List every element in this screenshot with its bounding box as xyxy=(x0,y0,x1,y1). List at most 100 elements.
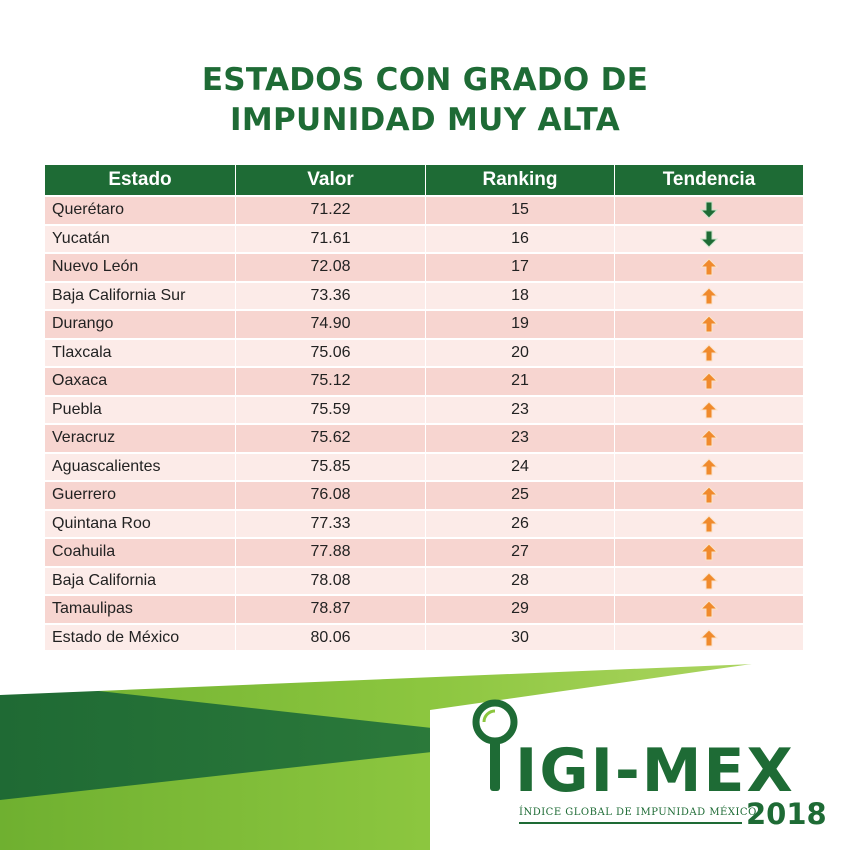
cell-tendencia xyxy=(614,508,803,537)
table-row: Quintana Roo 77.33 26 xyxy=(45,508,803,537)
cell-tendencia xyxy=(614,195,803,224)
cell-estado: Puebla xyxy=(45,394,235,423)
impunity-table: Estado Valor Ranking Tendencia Querétaro… xyxy=(45,165,803,651)
cell-estado: Estado de México xyxy=(45,622,235,651)
logo-divider xyxy=(519,822,742,824)
cell-ranking: 16 xyxy=(425,223,614,252)
cell-valor: 71.61 xyxy=(235,223,425,252)
cell-estado: Querétaro xyxy=(45,195,235,224)
cell-ranking: 19 xyxy=(425,309,614,338)
cell-ranking: 21 xyxy=(425,366,614,395)
table-row: Guerrero 76.08 25 xyxy=(45,480,803,509)
arrow-up-icon xyxy=(699,600,719,618)
cell-estado: Durango xyxy=(45,309,235,338)
cell-valor: 75.59 xyxy=(235,394,425,423)
cell-ranking: 15 xyxy=(425,195,614,224)
cell-ranking: 28 xyxy=(425,565,614,594)
table-body: Querétaro 71.22 15 Yucatán 71.61 16 Nuevo León… xyxy=(45,195,803,651)
arrow-down-icon xyxy=(699,230,719,248)
table-row: Coahuila 77.88 27 xyxy=(45,537,803,566)
cell-tendencia xyxy=(614,252,803,281)
cell-estado: Nuevo León xyxy=(45,252,235,281)
cell-tendencia xyxy=(614,423,803,452)
arrow-up-icon xyxy=(699,571,719,590)
column-header-valor: Valor xyxy=(235,165,425,195)
table-row: Baja California 78.08 28 xyxy=(45,565,803,594)
cell-ranking: 26 xyxy=(425,508,614,537)
arrow-up-icon xyxy=(699,286,719,305)
cell-valor: 76.08 xyxy=(235,480,425,509)
cell-estado: Quintana Roo xyxy=(45,508,235,537)
cell-ranking: 29 xyxy=(425,594,614,623)
cell-estado: Guerrero xyxy=(45,480,235,509)
cell-ranking: 23 xyxy=(425,394,614,423)
cell-valor: 75.12 xyxy=(235,366,425,395)
cell-valor: 71.22 xyxy=(235,195,425,224)
cell-valor: 77.88 xyxy=(235,537,425,566)
title-line-2: IMPUNIDAD MUY ALTA xyxy=(229,102,620,138)
cell-estado: Yucatán xyxy=(45,223,235,252)
cell-ranking: 17 xyxy=(425,252,614,281)
table-row: Estado de México 80.06 30 xyxy=(45,622,803,651)
arrow-up-icon xyxy=(699,486,719,504)
cell-ranking: 27 xyxy=(425,537,614,566)
arrow-up-icon xyxy=(699,543,719,561)
cell-estado: Oaxaca xyxy=(45,366,235,395)
table-row: Veracruz 75.62 23 xyxy=(45,423,803,452)
cell-ranking: 30 xyxy=(425,622,614,651)
column-header-tendencia: Tendencia xyxy=(614,165,803,195)
table-row: Nuevo León 72.08 17 xyxy=(45,252,803,281)
cell-valor: 75.85 xyxy=(235,451,425,480)
cell-ranking: 18 xyxy=(425,280,614,309)
page-title: ESTADOS CON GRADO DE IMPUNIDAD MUY ALTA xyxy=(0,60,850,140)
table-row: Oaxaca 75.12 21 xyxy=(45,366,803,395)
column-header-ranking: Ranking xyxy=(425,165,614,195)
cell-tendencia xyxy=(614,451,803,480)
cell-estado: Veracruz xyxy=(45,423,235,452)
column-header-estado: Estado xyxy=(45,165,235,195)
cell-ranking: 23 xyxy=(425,423,614,452)
cell-estado: Baja California Sur xyxy=(45,280,235,309)
cell-estado: Tlaxcala xyxy=(45,337,235,366)
cell-valor: 78.87 xyxy=(235,594,425,623)
cell-estado: Tamaulipas xyxy=(45,594,235,623)
arrow-up-icon xyxy=(699,429,719,447)
arrow-up-icon xyxy=(699,343,719,362)
cell-ranking: 20 xyxy=(425,337,614,366)
cell-tendencia xyxy=(614,280,803,309)
cell-estado: Baja California xyxy=(45,565,235,594)
arrow-up-icon xyxy=(699,315,719,333)
cell-tendencia xyxy=(614,622,803,651)
logo-year: 2018 xyxy=(746,797,827,831)
cell-tendencia xyxy=(614,537,803,566)
logo-subtitle: ÍNDICE GLOBAL DE IMPUNIDAD MÉXICO xyxy=(519,807,757,818)
cell-tendencia xyxy=(614,594,803,623)
cell-tendencia xyxy=(614,223,803,252)
cell-ranking: 24 xyxy=(425,451,614,480)
cell-ranking: 25 xyxy=(425,480,614,509)
cell-valor: 73.36 xyxy=(235,280,425,309)
footer-banner xyxy=(0,650,850,850)
table-row: Querétaro 71.22 15 xyxy=(45,195,803,224)
arrow-up-icon xyxy=(699,400,719,419)
cell-tendencia xyxy=(614,309,803,338)
table-header-row: Estado Valor Ranking Tendencia xyxy=(45,165,803,195)
cell-valor: 78.08 xyxy=(235,565,425,594)
arrow-up-icon xyxy=(699,258,719,276)
cell-estado: Aguascalientes xyxy=(45,451,235,480)
table-row: Yucatán 71.61 16 xyxy=(45,223,803,252)
cell-valor: 72.08 xyxy=(235,252,425,281)
title-line-1: ESTADOS CON GRADO DE xyxy=(201,62,649,98)
cell-tendencia xyxy=(614,337,803,366)
magnifier-icon xyxy=(472,699,518,791)
table-row: Baja California Sur 73.36 18 xyxy=(45,280,803,309)
logo-wordmark: IGI-MEX xyxy=(515,736,795,806)
cell-tendencia xyxy=(614,565,803,594)
arrow-down-icon xyxy=(699,201,719,219)
table-row: Puebla 75.59 23 xyxy=(45,394,803,423)
table-row: Tlaxcala 75.06 20 xyxy=(45,337,803,366)
table-row: Durango 74.90 19 xyxy=(45,309,803,338)
cell-tendencia xyxy=(614,394,803,423)
cell-valor: 75.06 xyxy=(235,337,425,366)
cell-valor: 74.90 xyxy=(235,309,425,338)
